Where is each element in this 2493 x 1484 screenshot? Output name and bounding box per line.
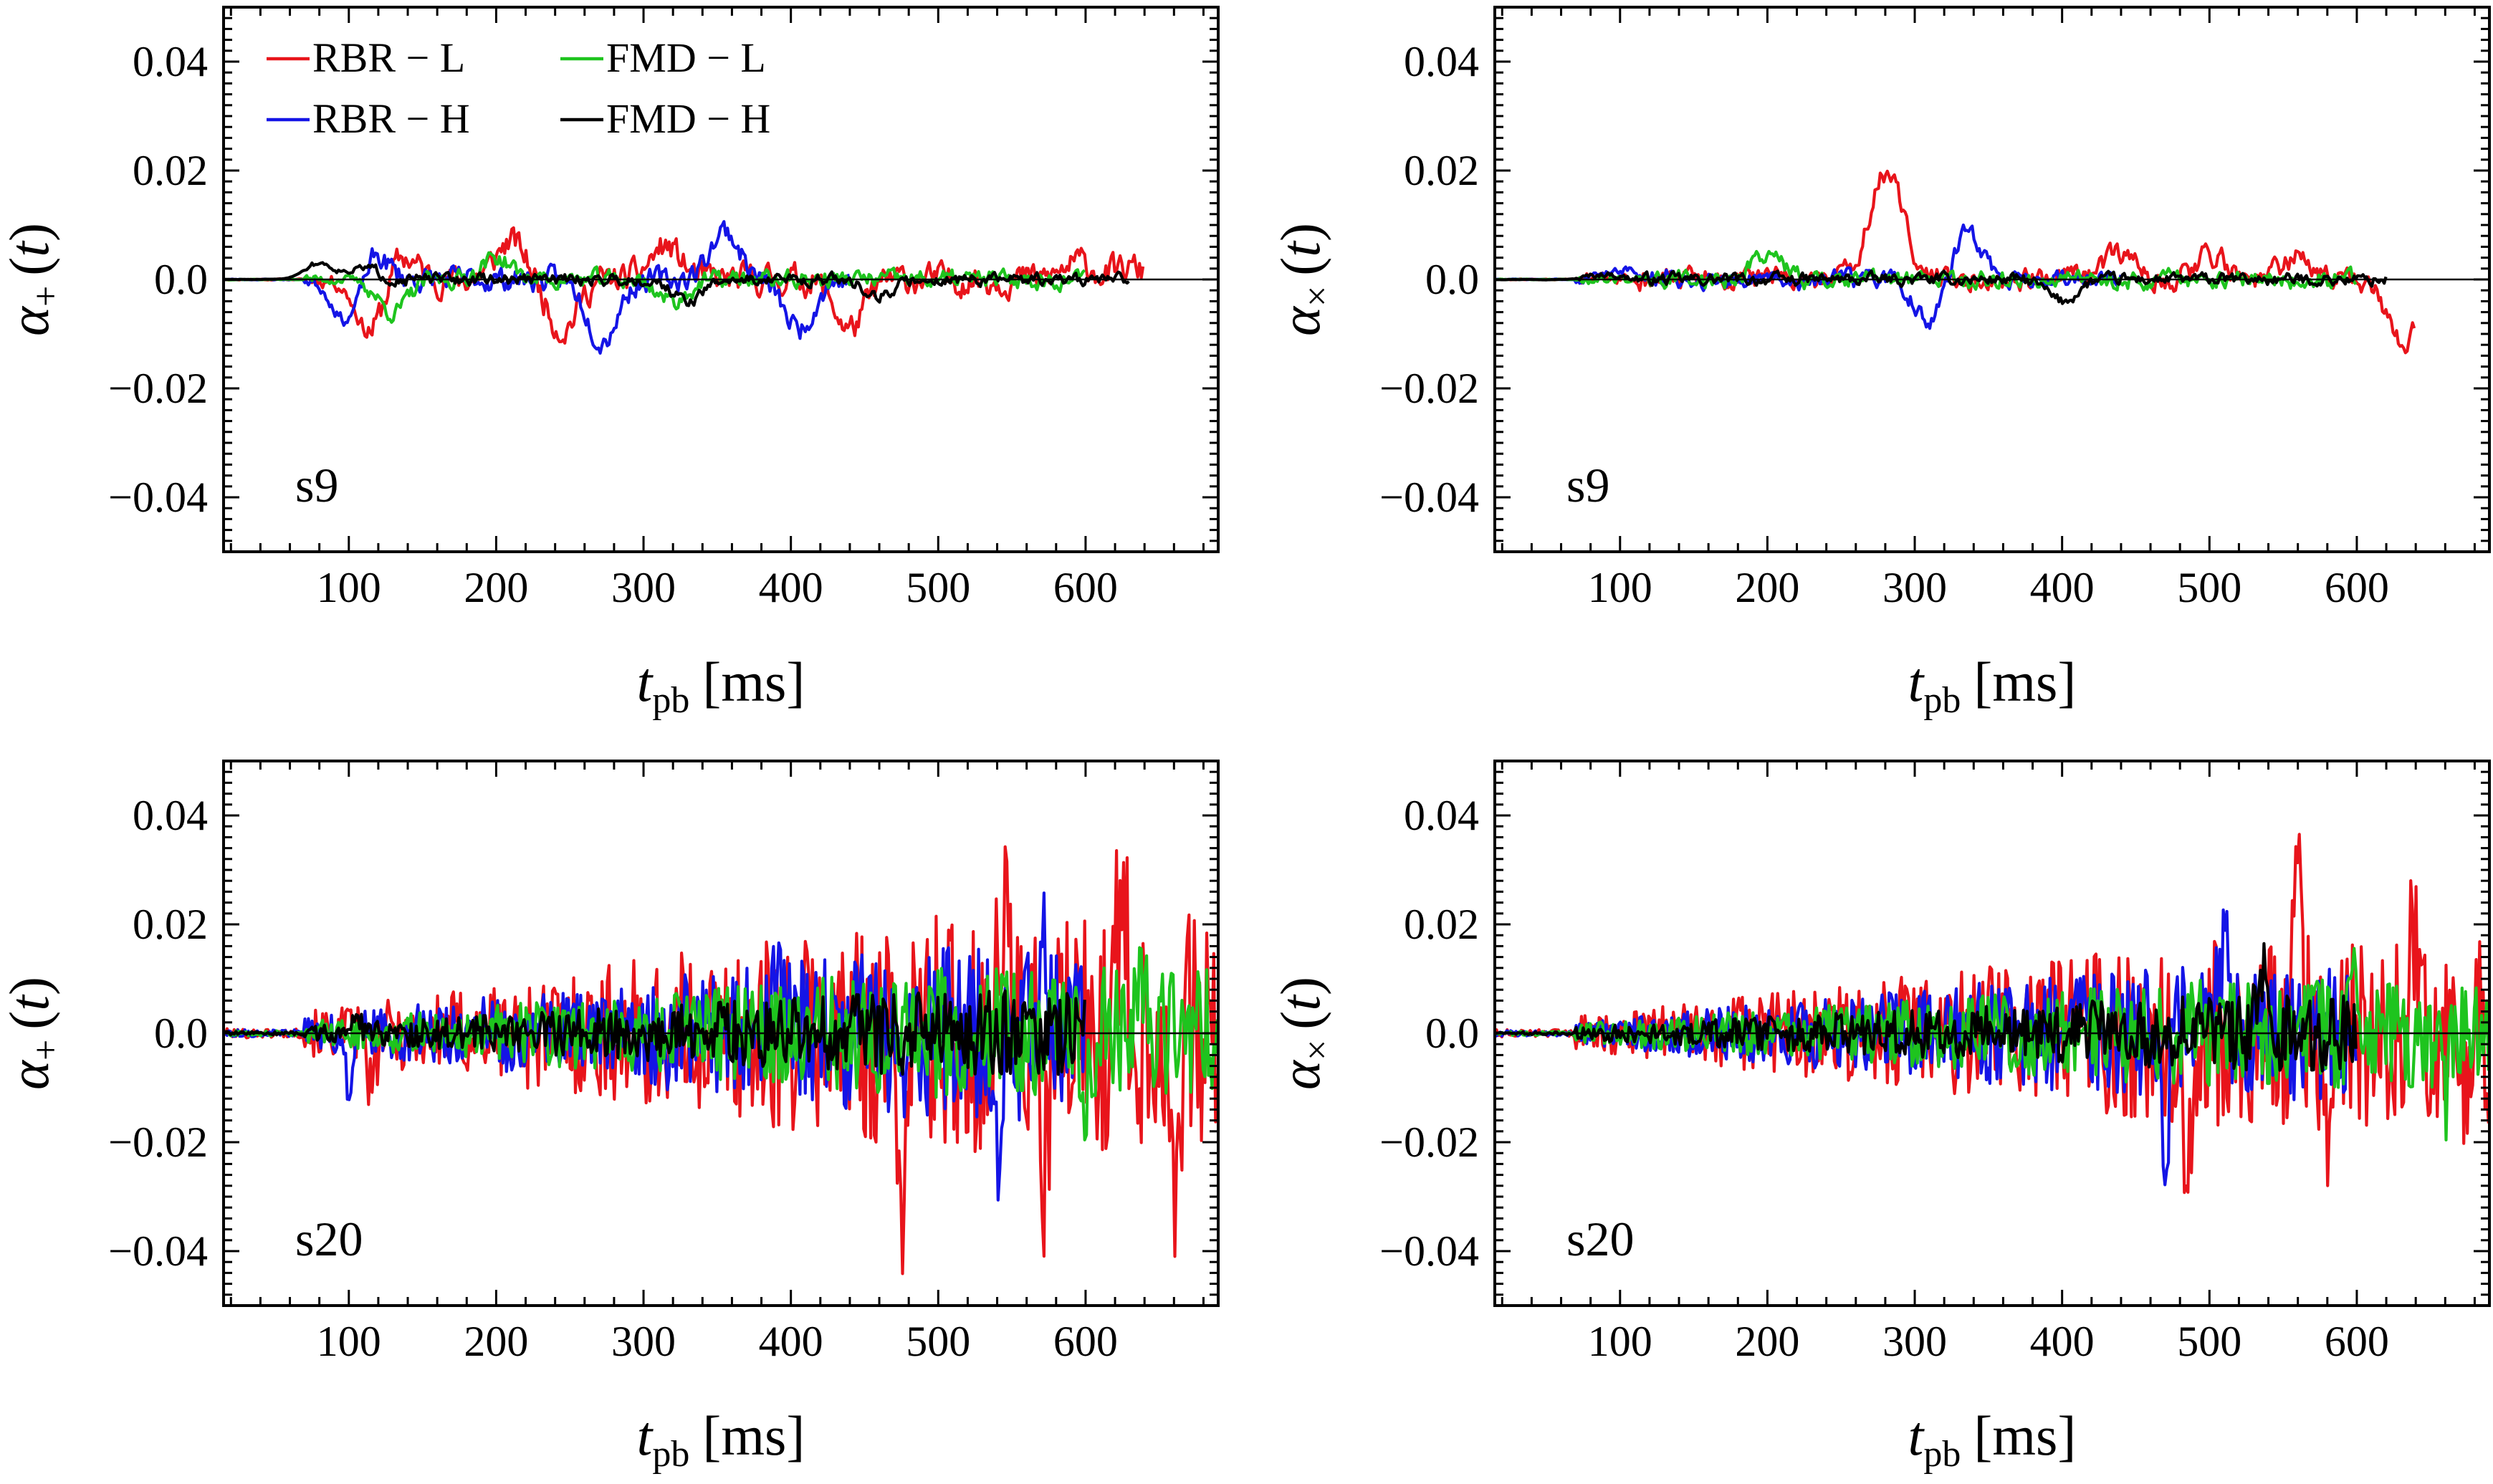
y-tick-label: −0.04 (1379, 474, 1479, 521)
y-tick-label: 0.0 (154, 1010, 208, 1057)
x-tick-label: 200 (464, 564, 528, 611)
y-axis-title: α+(t) (0, 223, 67, 336)
x-tick-label: 300 (1882, 564, 1947, 611)
panels: 100 200 300 400 500 600 −0.04 −0.02 0.0 0.02 0.04 α… (0, 6, 2491, 1475)
y-tick-label: −0.04 (1379, 1227, 1479, 1275)
series-line-4 (224, 261, 1130, 307)
y-tick-label: 0.02 (133, 147, 208, 194)
series-line-3 (224, 251, 1086, 324)
x-tick-label: 600 (2325, 564, 2389, 611)
x-axis-title: tpb [ms] (637, 1404, 805, 1475)
x-tick-label: 400 (2030, 564, 2095, 611)
y-tick-label: 0.0 (1425, 256, 1479, 303)
x-tick-label: 100 (317, 564, 381, 611)
chart-panel-3: 100 200 300 400 500 600 −0.04 −0.02 0.0 0.02 0.04 α… (0, 760, 1220, 1475)
x-tick-label: 300 (611, 1318, 676, 1365)
panel-label: s20 (295, 1212, 363, 1266)
legend-item: RBR − L (267, 34, 465, 81)
y-tick-label: −0.04 (108, 1227, 208, 1275)
y-tick-label: −0.04 (108, 474, 208, 521)
chart-panel-2: 100 200 300 400 500 600 −0.04 −0.02 0.0 0.02 0.04 α… (1269, 6, 2491, 721)
series-line-1 (1495, 169, 2416, 355)
x-tick-label: 600 (2325, 1318, 2389, 1365)
x-tick-label: 500 (906, 1318, 970, 1365)
x-tick-label: 300 (611, 564, 676, 611)
x-tick-label: 400 (2030, 1318, 2095, 1365)
x-tick-label: 500 (2177, 564, 2241, 611)
x-tick-label: 200 (464, 1318, 528, 1365)
panel-label: s20 (1566, 1212, 1634, 1266)
y-axis-title: α+(t) (0, 977, 67, 1090)
x-tick-label: 600 (1053, 1318, 1118, 1365)
y-axis-title: α×(t) (1269, 977, 1338, 1090)
x-tick-label: 600 (1053, 564, 1118, 611)
y-tick-label: −0.02 (108, 1119, 208, 1166)
y-tick-label: 0.0 (154, 256, 208, 303)
series-line-4 (224, 989, 1086, 1076)
x-tick-label: 100 (317, 1318, 381, 1365)
legend-label: FMD − L (606, 34, 766, 81)
series-line-4 (1495, 942, 2358, 1073)
y-tick-label: −0.02 (1379, 1119, 1479, 1166)
x-axis-title: tpb [ms] (1908, 1404, 2077, 1475)
series-line-1 (224, 226, 1145, 345)
x-tick-label: 500 (906, 564, 970, 611)
legend-item: FMD − L (560, 34, 766, 81)
legend-label: FMD − H (606, 95, 770, 142)
y-tick-label: −0.02 (108, 365, 208, 412)
series-group (224, 845, 1218, 1275)
legend-label: RBR − L (312, 34, 465, 81)
x-tick-label: 300 (1882, 1318, 1947, 1365)
legend-item: RBR − H (267, 95, 470, 142)
x-tick-label: 500 (2177, 1318, 2241, 1365)
legend: RBR − L FMD − L RBR − H FMD − H (267, 34, 770, 142)
y-tick-label: 0.0 (1425, 1010, 1479, 1057)
x-tick-label: 100 (1588, 564, 1652, 611)
legend-item: FMD − H (560, 95, 770, 142)
series-group (1495, 833, 2489, 1195)
series-group (1495, 169, 2416, 355)
y-tick-label: 0.02 (1404, 901, 1479, 948)
chart-panel-4: 100 200 300 400 500 600 −0.04 −0.02 0.0 0.02 0.04 α… (1269, 760, 2491, 1475)
x-tick-label: 400 (759, 564, 823, 611)
y-tick-label: 0.04 (133, 792, 208, 839)
y-tick-label: 0.02 (133, 901, 208, 948)
y-tick-label: 0.04 (1404, 38, 1479, 85)
x-axis-title: tpb [ms] (637, 651, 805, 721)
chart-panel-1: 100 200 300 400 500 600 −0.04 −0.02 0.0 0.02 0.04 α… (0, 6, 1220, 721)
panel-label: s9 (295, 458, 338, 512)
y-axis-title: α×(t) (1269, 223, 1338, 336)
panel-label: s9 (1566, 458, 1609, 512)
x-tick-label: 400 (759, 1318, 823, 1365)
x-tick-label: 100 (1588, 1318, 1652, 1365)
x-tick-label: 200 (1735, 564, 1799, 611)
y-tick-label: 0.02 (1404, 147, 1479, 194)
y-tick-label: −0.02 (1379, 365, 1479, 412)
y-tick-label: 0.04 (1404, 792, 1479, 839)
legend-label: RBR − H (312, 95, 470, 142)
x-axis-title: tpb [ms] (1908, 651, 2077, 721)
series-group (224, 220, 1145, 355)
x-tick-label: 200 (1735, 1318, 1799, 1365)
y-tick-label: 0.04 (133, 38, 208, 85)
